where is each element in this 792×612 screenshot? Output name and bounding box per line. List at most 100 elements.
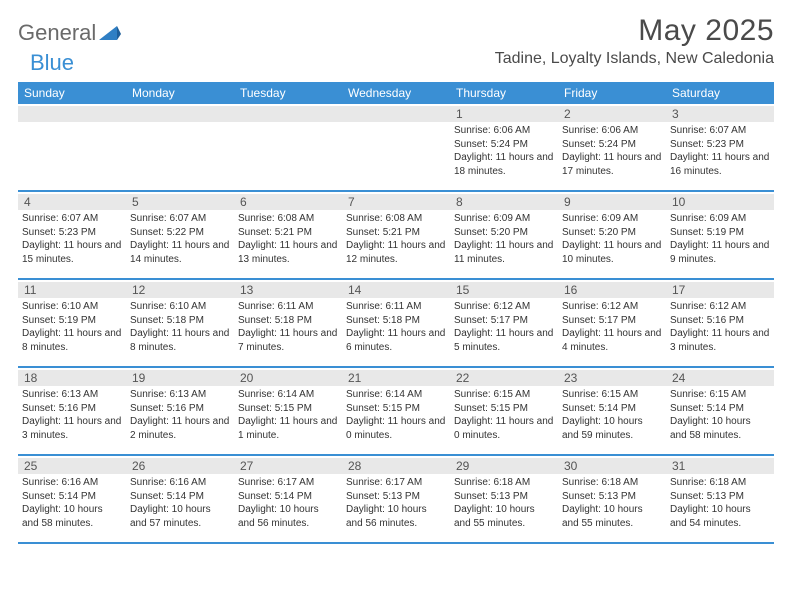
day-cell: 22 Sunrise: 6:15 AMSunset: 5:15 PMDayligh… (450, 368, 558, 454)
day-cell: 28 Sunrise: 6:17 AMSunset: 5:13 PMDayligh… (342, 456, 450, 542)
day-info: Sunrise: 6:06 AMSunset: 5:24 PMDaylight:… (454, 124, 554, 178)
day-cell: 10Sunrise: 6:09 AMSunset: 5:19 PMDayligh… (666, 192, 774, 278)
day-info: Sunrise: 6:15 AMSunset: 5:14 PMDaylight:… (670, 388, 770, 442)
day-info: Sunrise: 6:11 AMSunset: 5:18 PMDaylight:… (238, 300, 338, 354)
day-number: 4 (18, 194, 126, 210)
day-number: 30 (558, 458, 666, 474)
location-subtitle: Tadine, Loyalty Islands, New Caledonia (495, 50, 774, 68)
day-number: 9 (558, 194, 666, 210)
day-info: Sunrise: 6:08 AMSunset: 5:21 PMDaylight:… (238, 212, 338, 266)
dow-cell: Friday (558, 82, 666, 104)
day-cell: 30Sunrise: 6:18 AMSunset: 5:13 PMDayligh… (558, 456, 666, 542)
dow-cell: Thursday (450, 82, 558, 104)
day-cell (126, 104, 234, 190)
day-info: Sunrise: 6:15 AMSunset: 5:14 PMDaylight:… (562, 388, 662, 442)
day-number: 1 (450, 106, 558, 122)
day-number: 28 (342, 458, 450, 474)
week-row: 4 Sunrise: 6:07 AMSunset: 5:23 PMDaylight… (18, 192, 774, 280)
week-row: 25 Sunrise: 6:16 AMSunset: 5:14 PMDayligh… (18, 456, 774, 544)
day-info: Sunrise: 6:06 AMSunset: 5:24 PMDaylight:… (562, 124, 662, 178)
week-row: 18Sunrise: 6:13 AMSunset: 5:16 PMDayligh… (18, 368, 774, 456)
day-info: Sunrise: 6:07 AMSunset: 5:22 PMDaylight:… (130, 212, 230, 266)
day-number: 12 (126, 282, 234, 298)
day-cell: 6Sunrise: 6:08 AMSunset: 5:21 PMDaylight… (234, 192, 342, 278)
day-info: Sunrise: 6:18 AMSunset: 5:13 PMDaylight:… (670, 476, 770, 530)
day-cell: 4 Sunrise: 6:07 AMSunset: 5:23 PMDaylight… (18, 192, 126, 278)
day-cell (18, 104, 126, 190)
dow-header-row: SundayMondayTuesdayWednesdayThursdayFrid… (18, 82, 774, 104)
day-cell: 7 Sunrise: 6:08 AMSunset: 5:21 PMDaylight… (342, 192, 450, 278)
logo-text-general: General (18, 20, 96, 46)
empty-day-band (342, 106, 450, 122)
day-cell: 27 Sunrise: 6:17 AMSunset: 5:14 PMDayligh… (234, 456, 342, 542)
day-info: Sunrise: 6:17 AMSunset: 5:13 PMDaylight:… (346, 476, 446, 530)
dow-cell: Monday (126, 82, 234, 104)
day-number: 16 (558, 282, 666, 298)
day-number: 21 (342, 370, 450, 386)
week-row: 11 Sunrise: 6:10 AMSunset: 5:19 PMDayligh… (18, 280, 774, 368)
day-cell: 25 Sunrise: 6:16 AMSunset: 5:14 PMDayligh… (18, 456, 126, 542)
day-info: Sunrise: 6:07 AMSunset: 5:23 PMDaylight:… (670, 124, 770, 178)
month-title: May 2025 (495, 14, 774, 48)
day-number: 14 (342, 282, 450, 298)
day-number: 27 (234, 458, 342, 474)
day-info: Sunrise: 6:10 AMSunset: 5:19 PMDaylight:… (22, 300, 122, 354)
day-number: 17 (666, 282, 774, 298)
empty-day-band (126, 106, 234, 122)
day-cell: 16 Sunrise: 6:12 AMSunset: 5:17 PMDayligh… (558, 280, 666, 366)
day-info: Sunrise: 6:12 AMSunset: 5:17 PMDaylight:… (562, 300, 662, 354)
title-block: May 2025 Tadine, Loyalty Islands, New Ca… (495, 14, 774, 68)
day-info: Sunrise: 6:15 AMSunset: 5:15 PMDaylight:… (454, 388, 554, 442)
day-info: Sunrise: 6:17 AMSunset: 5:14 PMDaylight:… (238, 476, 338, 530)
day-info: Sunrise: 6:14 AMSunset: 5:15 PMDaylight:… (238, 388, 338, 442)
dow-cell: Tuesday (234, 82, 342, 104)
day-info: Sunrise: 6:09 AMSunset: 5:20 PMDaylight:… (562, 212, 662, 266)
day-number: 26 (126, 458, 234, 474)
day-info: Sunrise: 6:12 AMSunset: 5:17 PMDaylight:… (454, 300, 554, 354)
day-number: 23 (558, 370, 666, 386)
day-number: 25 (18, 458, 126, 474)
day-cell: 3 Sunrise: 6:07 AMSunset: 5:23 PMDaylight… (666, 104, 774, 190)
calendar-grid: SundayMondayTuesdayWednesdayThursdayFrid… (18, 82, 774, 544)
day-cell: 23 Sunrise: 6:15 AMSunset: 5:14 PMDayligh… (558, 368, 666, 454)
day-cell: 12 Sunrise: 6:10 AMSunset: 5:18 PMDayligh… (126, 280, 234, 366)
day-info: Sunrise: 6:14 AMSunset: 5:15 PMDaylight:… (346, 388, 446, 442)
weeks-container: 1Sunrise: 6:06 AMSunset: 5:24 PMDaylight… (18, 104, 774, 544)
day-cell (234, 104, 342, 190)
day-info: Sunrise: 6:13 AMSunset: 5:16 PMDaylight:… (130, 388, 230, 442)
day-number: 5 (126, 194, 234, 210)
logo-text-blue: Blue (30, 50, 74, 76)
day-info: Sunrise: 6:08 AMSunset: 5:21 PMDaylight:… (346, 212, 446, 266)
day-info: Sunrise: 6:10 AMSunset: 5:18 PMDaylight:… (130, 300, 230, 354)
day-number: 24 (666, 370, 774, 386)
day-number: 3 (666, 106, 774, 122)
empty-day-band (234, 106, 342, 122)
dow-cell: Sunday (18, 82, 126, 104)
day-cell: 8Sunrise: 6:09 AMSunset: 5:20 PMDaylight… (450, 192, 558, 278)
day-number: 31 (666, 458, 774, 474)
week-row: 1Sunrise: 6:06 AMSunset: 5:24 PMDaylight… (18, 104, 774, 192)
dow-cell: Saturday (666, 82, 774, 104)
day-number: 13 (234, 282, 342, 298)
day-info: Sunrise: 6:09 AMSunset: 5:20 PMDaylight:… (454, 212, 554, 266)
day-cell: 31 Sunrise: 6:18 AMSunset: 5:13 PMDayligh… (666, 456, 774, 542)
logo-triangle-icon (99, 24, 121, 40)
day-info: Sunrise: 6:18 AMSunset: 5:13 PMDaylight:… (454, 476, 554, 530)
day-info: Sunrise: 6:12 AMSunset: 5:16 PMDaylight:… (670, 300, 770, 354)
day-number: 11 (18, 282, 126, 298)
day-cell (342, 104, 450, 190)
logo: General (18, 20, 121, 46)
day-number: 22 (450, 370, 558, 386)
day-number: 2 (558, 106, 666, 122)
day-cell: 13 Sunrise: 6:11 AMSunset: 5:18 PMDayligh… (234, 280, 342, 366)
day-cell: 1 Sunrise: 6:06 AMSunset: 5:24 PMDaylight… (450, 104, 558, 190)
day-info: Sunrise: 6:16 AMSunset: 5:14 PMDaylight:… (22, 476, 122, 530)
day-cell: 14 Sunrise: 6:11 AMSunset: 5:18 PMDayligh… (342, 280, 450, 366)
day-info: Sunrise: 6:13 AMSunset: 5:16 PMDaylight:… (22, 388, 122, 442)
day-info: Sunrise: 6:11 AMSunset: 5:18 PMDaylight:… (346, 300, 446, 354)
day-cell: 21 Sunrise: 6:14 AMSunset: 5:15 PMDayligh… (342, 368, 450, 454)
day-cell: 15Sunrise: 6:12 AMSunset: 5:17 PMDayligh… (450, 280, 558, 366)
day-cell: 26Sunrise: 6:16 AMSunset: 5:14 PMDayligh… (126, 456, 234, 542)
day-info: Sunrise: 6:07 AMSunset: 5:23 PMDaylight:… (22, 212, 122, 266)
day-number: 7 (342, 194, 450, 210)
